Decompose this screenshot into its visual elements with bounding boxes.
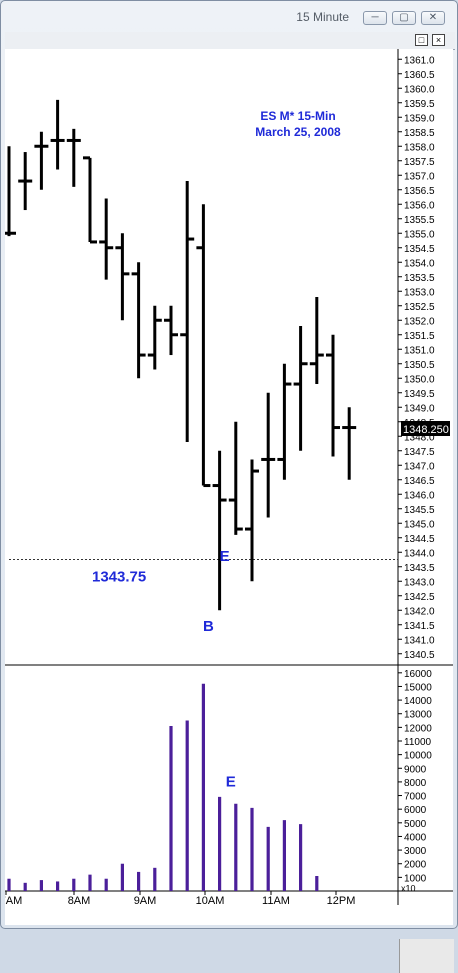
volume-tick-label: 4000 [404, 832, 427, 843]
current-price-box [401, 421, 450, 436]
price-tick-label: 1358.0 [404, 142, 435, 153]
volume-tick-label: 6000 [404, 805, 427, 816]
price-tick-label: 1343.5 [404, 563, 435, 574]
price-tick-label: 1348.0 [404, 432, 435, 443]
price-tick-label: 1361.0 [404, 55, 435, 66]
price-tick-label: 1357.5 [404, 157, 435, 168]
price-tick-label: 1341.5 [404, 621, 435, 632]
price-tick-label: 1356.0 [404, 200, 435, 211]
price-tick-label: 1351.0 [404, 345, 435, 356]
time-tick-label: 9AM [134, 895, 157, 907]
window-title: 15 Minute [296, 10, 349, 24]
price-tick-label: 1351.5 [404, 331, 435, 342]
chart-title-line-1: ES M* 15-Min [260, 109, 335, 123]
volume-tick-label: 5000 [404, 819, 427, 830]
close-chart-button[interactable]: × [432, 34, 445, 46]
price-tick-label: 1355.5 [404, 215, 435, 226]
price-tick-label: 1350.5 [404, 360, 435, 371]
price-tick-label: 1352.0 [404, 316, 435, 327]
close-icon: × [435, 35, 442, 45]
price-tick-label: 1358.5 [404, 128, 435, 139]
volume-tick-label: 16000 [404, 669, 432, 680]
price-tick-label: 1340.5 [404, 650, 435, 661]
title-bar: 15 Minute ─ ▢ ✕ [1, 1, 457, 31]
price-tick-label: 1353.0 [404, 287, 435, 298]
current-price-label: 1348.250 [403, 424, 449, 436]
price-tick-label: 1344.5 [404, 534, 435, 545]
price-tick-label: 1359.5 [404, 99, 435, 110]
volume-tick-label: 8000 [404, 778, 427, 789]
volume-tick-label: 15000 [404, 682, 432, 693]
volume-tick-label: 3000 [404, 846, 427, 857]
price-tick-label: 1355.0 [404, 229, 435, 240]
maximize-button[interactable]: ▢ [392, 11, 416, 25]
price-tick-label: 1345.5 [404, 505, 435, 516]
axis-corner [399, 939, 454, 973]
close-button[interactable]: ✕ [421, 11, 445, 25]
price-tick-label: 1346.5 [404, 476, 435, 487]
volume-tick-label: 11000 [404, 737, 432, 748]
restore-icon: □ [418, 35, 425, 45]
volume-tick-label: 14000 [404, 696, 432, 707]
price-volume-chart[interactable]: 1340.5 1341.0 1341.5 1342.0 1342.5 1343.0 1343… [5, 49, 453, 925]
price-tick-label: 1357.0 [404, 171, 435, 182]
price-tick-label: 1341.0 [404, 635, 435, 646]
volume-annotation-label: E [226, 774, 236, 791]
price-tick-label: 1344.0 [404, 548, 435, 559]
volume-tick-label: 13000 [404, 710, 432, 721]
bar-annotation-label: B [203, 618, 214, 635]
price-tick-label: 1345.0 [404, 519, 435, 530]
volume-tick-label: 2000 [404, 860, 427, 871]
chart-toolbar: □ × [5, 32, 455, 50]
minimize-icon: ─ [371, 12, 379, 23]
price-tick-label: 1349.5 [404, 389, 435, 400]
close-icon: ✕ [428, 12, 438, 23]
price-tick-label: 1353.5 [404, 273, 435, 284]
price-tick-label: 1347.0 [404, 461, 435, 472]
maximize-icon: ▢ [399, 12, 409, 23]
minimize-button[interactable]: ─ [363, 11, 387, 25]
time-tick-label: 12PM [327, 895, 356, 907]
volume-tick-label: 1000 [404, 873, 427, 884]
volume-tick-label: 9000 [404, 764, 427, 775]
chart-area[interactable]: 1340.5 1341.0 1341.5 1342.0 1342.5 1343.0 1343… [5, 49, 454, 973]
price-tick-label: 1349.0 [404, 403, 435, 414]
chart-title-line-2: March 25, 2008 [255, 125, 341, 139]
reference-line-label: 1343.75 [92, 569, 146, 586]
price-tick-label: 1343.0 [404, 577, 435, 588]
restore-chart-button[interactable]: □ [415, 34, 428, 46]
price-tick-label: 1360.0 [404, 84, 435, 95]
time-tick-label: 10AM [196, 895, 225, 907]
price-tick-label: 1359.0 [404, 113, 435, 124]
price-tick-label: 1354.0 [404, 258, 435, 269]
time-tick-label: 11AM [262, 895, 290, 907]
price-tick-label: 1354.5 [404, 244, 435, 255]
price-tick-label: 1352.5 [404, 302, 435, 313]
volume-multiplier-label: x10 [401, 883, 416, 893]
price-tick-label: 1350.0 [404, 374, 435, 385]
price-tick-label: 1347.5 [404, 447, 435, 458]
price-tick-label: 1342.0 [404, 606, 435, 617]
volume-tick-label: 7000 [404, 792, 427, 803]
volume-tick-label: 12000 [404, 723, 432, 734]
time-tick-label: 8AM [68, 895, 91, 907]
price-tick-label: 1342.5 [404, 592, 435, 603]
price-tick-label: 1346.0 [404, 490, 435, 501]
price-tick-label: 1360.5 [404, 70, 435, 81]
time-tick-label: 7AM [5, 895, 22, 907]
bar-annotation-label: E [220, 548, 230, 565]
volume-tick-label: 10000 [404, 751, 432, 762]
price-tick-label: 1356.5 [404, 186, 435, 197]
